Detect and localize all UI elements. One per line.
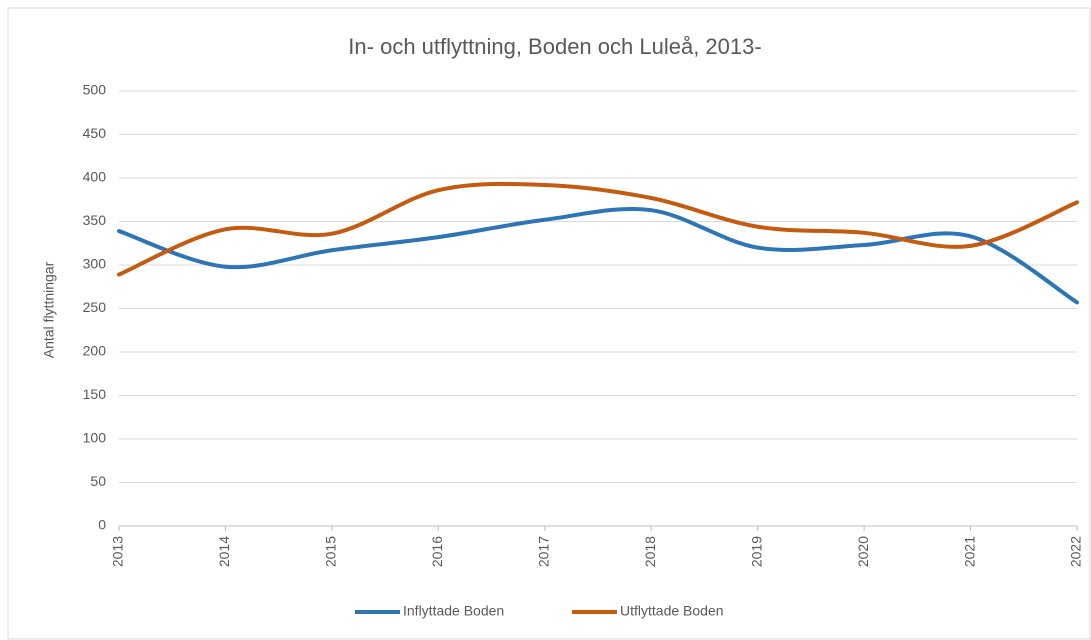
- line-series: [117, 206, 1079, 305]
- x-tick-label: 2017: [535, 536, 551, 567]
- y-tick-label: 450: [83, 125, 107, 141]
- chart-title: In- och utflyttning, Boden och Luleå, 20…: [348, 34, 761, 59]
- y-tick-label: 350: [83, 212, 107, 228]
- y-tick-label: 150: [83, 386, 107, 402]
- x-tick-label: 2013: [110, 536, 126, 567]
- y-tick-label: 100: [83, 430, 107, 446]
- line-series: [117, 181, 1079, 277]
- x-tick-label: 2022: [1068, 536, 1084, 567]
- y-tick-label: 400: [83, 169, 107, 185]
- x-tick-label: 2018: [642, 536, 658, 567]
- chart-frame: [7, 7, 1091, 640]
- y-tick-label: 50: [90, 473, 106, 489]
- y-axis-label: Antal flyttningar: [41, 261, 57, 358]
- y-tick-label: 0: [98, 517, 106, 533]
- legend-label: Inflyttade Boden: [403, 603, 504, 619]
- y-tick-label: 200: [83, 343, 107, 359]
- legend-label: Utflyttade Boden: [620, 603, 724, 619]
- x-tick-label: 2020: [855, 536, 871, 567]
- x-tick-label: 2014: [216, 536, 232, 567]
- y-tick-label: 300: [83, 256, 107, 272]
- x-tick-label: 2015: [323, 536, 339, 567]
- x-tick-label: 2021: [961, 536, 977, 567]
- x-tick-label: 2016: [429, 536, 445, 567]
- y-tick-label: 500: [83, 82, 107, 98]
- y-tick-label: 250: [83, 299, 107, 315]
- x-tick-label: 2019: [748, 536, 764, 567]
